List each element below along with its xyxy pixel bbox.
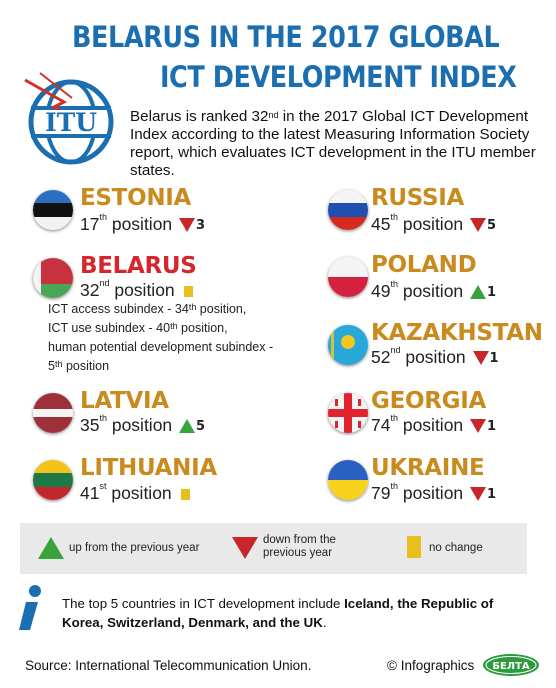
country-name-belarus: BELARUS: [80, 253, 197, 279]
ukraine-flag-icon: [328, 460, 368, 500]
country-name-estonia: ESTONIA: [80, 185, 192, 211]
belarus-flag-icon: [33, 258, 73, 298]
country-name-lithuania: LITHUANIA: [80, 455, 217, 481]
change-ukraine: 1: [487, 486, 497, 502]
country-name-georgia: GEORGIA: [371, 388, 486, 414]
country-name-latvia: LATVIA: [80, 388, 169, 414]
info-icon: [19, 585, 41, 630]
position-kazakhstan: 52nd position 1: [371, 345, 499, 367]
top-five-note: The top 5 countries in ICT development i…: [62, 596, 494, 630]
credit-text: © Infographics: [387, 658, 475, 673]
legend-down-label: down from the previous year: [263, 534, 336, 559]
position-belarus: 32nd position: [80, 278, 193, 301]
belta-logo-icon: БЕЛТА: [483, 654, 539, 676]
country-name-ukraine: UKRAINE: [371, 455, 485, 481]
country-name-kazakhstan: KAZAKHSTAN: [371, 320, 543, 346]
change-kazakhstan: 1: [489, 350, 499, 366]
russia-flag-icon: [328, 190, 368, 230]
belarus-subindex-details: ICT access subindex - 34th position, ICT…: [48, 302, 274, 373]
position-estonia: 17th position 3: [80, 212, 206, 234]
country-name-poland: POLAND: [371, 252, 477, 278]
up-arrow-icon: [470, 285, 487, 300]
legend-no-change-label: no change: [429, 542, 483, 554]
intro-text: Belarus is ranked 32nd in the 2017 Globa…: [130, 108, 536, 179]
change-russia: 5: [487, 217, 497, 233]
down-arrow-icon: [470, 419, 487, 434]
kazakhstan-flag-icon: [328, 325, 368, 365]
position-latvia: 35th position 5: [80, 413, 206, 435]
position-russia: 45th position 5: [371, 212, 497, 234]
legend-no-change-icon: [407, 536, 421, 558]
position-lithuania: 41st position: [80, 481, 190, 504]
no-change-icon: [180, 488, 190, 500]
estonia-flag-icon: [33, 190, 73, 230]
latvia-flag-icon: [33, 393, 73, 433]
change-poland: 1: [487, 284, 497, 300]
down-arrow-icon: [179, 218, 196, 233]
legend: up from the previous year down from the p…: [20, 523, 527, 574]
position-georgia: 74th position 1: [371, 413, 497, 435]
lithuania-flag-icon: [33, 460, 73, 500]
change-latvia: 5: [196, 418, 206, 434]
legend-up-label: up from the previous year: [69, 542, 200, 554]
change-georgia: 1: [487, 418, 497, 434]
itu-logo-icon: ITU: [24, 72, 114, 165]
change-estonia: 3: [196, 217, 206, 233]
georgia-flag-icon: [328, 393, 368, 433]
source-text: Source: International Telecommunication …: [25, 658, 312, 673]
title-line-1: BELARUS IN THE 2017 GLOBAL: [72, 20, 500, 54]
title-line-2: ICT DEVELOPMENT INDEX: [160, 60, 517, 94]
up-arrow-icon: [179, 419, 196, 434]
position-poland: 49th position 1: [371, 279, 497, 301]
position-ukraine: 79th position 1: [371, 481, 497, 503]
belta-logo-text: БЕЛТА: [492, 661, 530, 672]
down-arrow-icon: [470, 218, 487, 233]
down-arrow-icon: [470, 487, 487, 502]
country-name-russia: RUSSIA: [371, 185, 465, 211]
legend-up-icon: [38, 537, 64, 559]
no-change-icon: [183, 285, 193, 297]
legend-down-icon: [232, 537, 258, 559]
itu-logo-text: ITU: [45, 108, 97, 137]
down-arrow-icon: [472, 351, 489, 366]
poland-flag-icon: [328, 257, 368, 297]
